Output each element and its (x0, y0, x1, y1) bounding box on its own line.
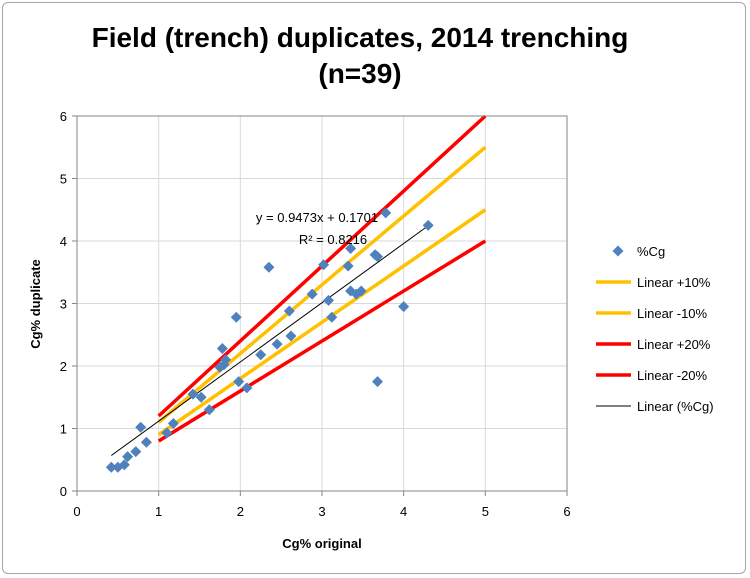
data-point (372, 376, 384, 388)
data-point (263, 261, 275, 273)
legend-marker (612, 245, 624, 257)
data-point (398, 301, 410, 313)
data-point (422, 219, 434, 231)
x-tick-label: 0 (73, 504, 80, 519)
legend-item: Linear -20% (596, 368, 708, 383)
series-line-linear-10 (157, 208, 487, 437)
data-point (323, 294, 335, 306)
series-line-linear-cg (111, 225, 429, 456)
data-point (285, 330, 297, 342)
x-tick-label: 4 (400, 504, 407, 519)
data-point (326, 311, 338, 323)
legend: %Cg Linear +10% Linear -10% Linear +20% Line… (596, 244, 714, 414)
x-axis-label: Cg% original (282, 536, 361, 551)
data-point (118, 459, 130, 471)
data-point (372, 251, 384, 263)
x-tick-label: 2 (237, 504, 244, 519)
y-tick-label: 5 (60, 172, 67, 187)
data-point (218, 359, 230, 371)
data-point (380, 207, 392, 219)
legend-label: Linear +20% (637, 337, 711, 352)
legend-label: Linear -20% (637, 368, 708, 383)
data-point (187, 388, 199, 400)
legend-item: %Cg (612, 244, 665, 259)
y-tick-label: 4 (60, 234, 67, 249)
data-point (306, 288, 318, 300)
r-squared-label: R² = 0.8216 (299, 232, 367, 247)
y-tick-label: 2 (60, 359, 67, 374)
series-line-linear-20 (157, 239, 487, 443)
chart-subtitle: (n=39) (318, 58, 402, 89)
chart-title: Field (trench) duplicates, 2014 trenchin… (91, 22, 629, 53)
y-axis-label: Cg% duplicate (28, 259, 43, 349)
data-points (105, 207, 434, 473)
legend-label: %Cg (637, 244, 665, 259)
data-point (203, 404, 215, 416)
x-tick-label: 1 (155, 504, 162, 519)
data-point (230, 311, 242, 323)
x-tick-label: 3 (318, 504, 325, 519)
y-tick-label: 3 (60, 297, 67, 312)
data-point (167, 418, 179, 429)
data-point (195, 391, 207, 403)
data-point (318, 259, 330, 271)
legend-item: Linear +20% (596, 337, 711, 352)
data-point (283, 305, 295, 317)
data-point (342, 260, 354, 272)
legend-item: Linear +10% (596, 275, 711, 290)
data-point (105, 461, 117, 473)
axes: 0 1 2 3 4 5 6 0 1 2 3 4 5 6 (60, 109, 571, 519)
data-point (241, 382, 253, 394)
data-point (255, 349, 267, 361)
data-point (130, 446, 142, 458)
legend-label: Linear +10% (637, 275, 711, 290)
y-tick-label: 0 (60, 484, 67, 499)
data-point (233, 376, 245, 388)
data-point (140, 436, 152, 448)
legend-item: Linear -10% (596, 306, 708, 321)
data-point (161, 427, 173, 439)
y-tick-label: 1 (60, 422, 67, 437)
data-point (355, 285, 367, 297)
x-tick-label: 6 (563, 504, 570, 519)
trendline-equation: y = 0.9473x + 0.1701 (256, 210, 378, 225)
data-point (271, 338, 283, 350)
series-line-linear-10 (157, 145, 487, 424)
plot-area-border (76, 115, 568, 492)
x-tick-label: 5 (482, 504, 489, 519)
data-point (216, 343, 228, 354)
gridlines (76, 115, 568, 492)
legend-label: Linear (%Cg) (637, 399, 714, 414)
data-point (122, 451, 134, 463)
data-point (135, 421, 147, 433)
legend-item: Linear (%Cg) (596, 399, 714, 414)
reference-lines (111, 114, 487, 456)
legend-label: Linear -10% (637, 306, 708, 321)
data-point (345, 243, 357, 254)
y-tick-label: 6 (60, 109, 67, 124)
